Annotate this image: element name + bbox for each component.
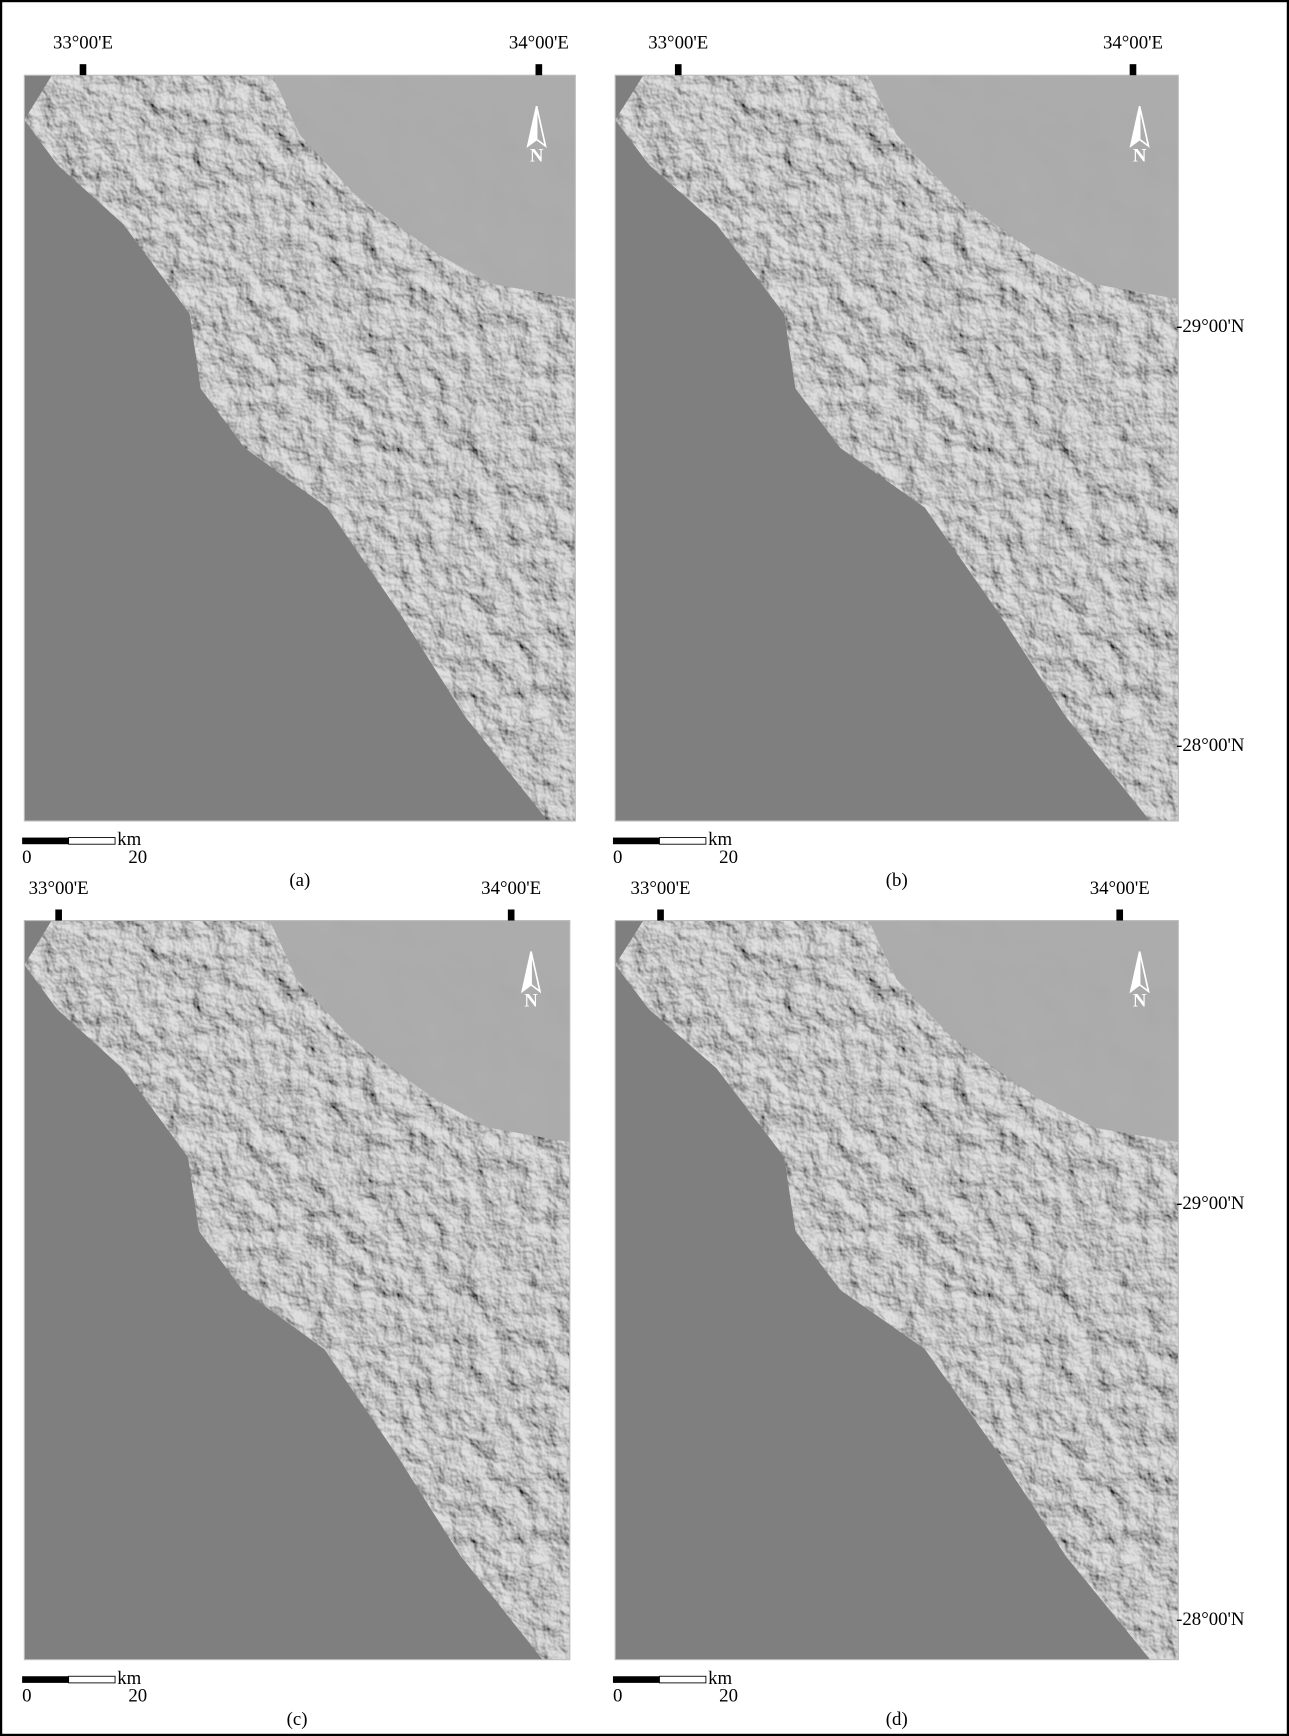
scale-tick-label: 0: [613, 847, 622, 868]
lon-label: 34°00'E: [509, 33, 569, 54]
lat-label: -28°00'N: [1176, 735, 1245, 756]
scale-bar-black: [613, 838, 659, 845]
figure: N33°00'E34°00'Ekm020(a)N33°00'E34°00'E-2…: [0, 0, 1289, 1736]
lon-label: 34°00'E: [481, 878, 541, 899]
scale-tick-label: 20: [128, 847, 147, 868]
scale-tick-label: 20: [719, 847, 738, 868]
scale-tick-label: 0: [613, 1686, 622, 1707]
panel-caption: (d): [886, 1709, 908, 1730]
north-label: N: [530, 145, 544, 166]
lon-tick: [1130, 64, 1137, 75]
scale-bar-white: [659, 838, 705, 845]
panel-caption: (a): [289, 870, 310, 891]
scale-tick-label: 0: [22, 1686, 31, 1707]
lon-tick: [675, 64, 682, 75]
lat-label: -28°00'N: [1176, 1609, 1245, 1630]
north-label: N: [1133, 991, 1147, 1012]
panel-caption: (c): [287, 1709, 308, 1730]
panel-caption: (b): [886, 870, 908, 891]
lat-label: -29°00'N: [1176, 316, 1245, 337]
scale-bar-black: [613, 1676, 659, 1683]
scale-tick-label: 20: [128, 1686, 147, 1707]
lon-tick: [1116, 909, 1123, 920]
lon-label: 34°00'E: [1090, 878, 1150, 899]
scale-bar-white: [659, 1676, 705, 1683]
lon-tick: [657, 909, 664, 920]
scale-bar-white: [69, 838, 115, 845]
scale-bar-black: [22, 1676, 68, 1683]
page: N33°00'E34°00'Ekm020(a)N33°00'E34°00'E-2…: [0, 0, 1289, 1736]
scale-bar-white: [69, 1676, 115, 1683]
lon-label: 33°00'E: [648, 33, 708, 54]
scale-bar-black: [22, 838, 68, 845]
north-label: N: [524, 991, 538, 1012]
scale-tick-label: 0: [22, 847, 31, 868]
lon-tick: [508, 909, 515, 920]
lon-label: 33°00'E: [53, 33, 113, 54]
lon-tick: [80, 64, 87, 75]
lat-label: -29°00'N: [1176, 1193, 1245, 1214]
lon-tick: [536, 64, 543, 75]
north-label: N: [1133, 145, 1147, 166]
lon-label: 34°00'E: [1103, 33, 1163, 54]
lon-tick: [55, 909, 62, 920]
lon-label: 33°00'E: [29, 878, 89, 899]
scale-tick-label: 20: [719, 1686, 738, 1707]
lon-label: 33°00'E: [631, 878, 691, 899]
